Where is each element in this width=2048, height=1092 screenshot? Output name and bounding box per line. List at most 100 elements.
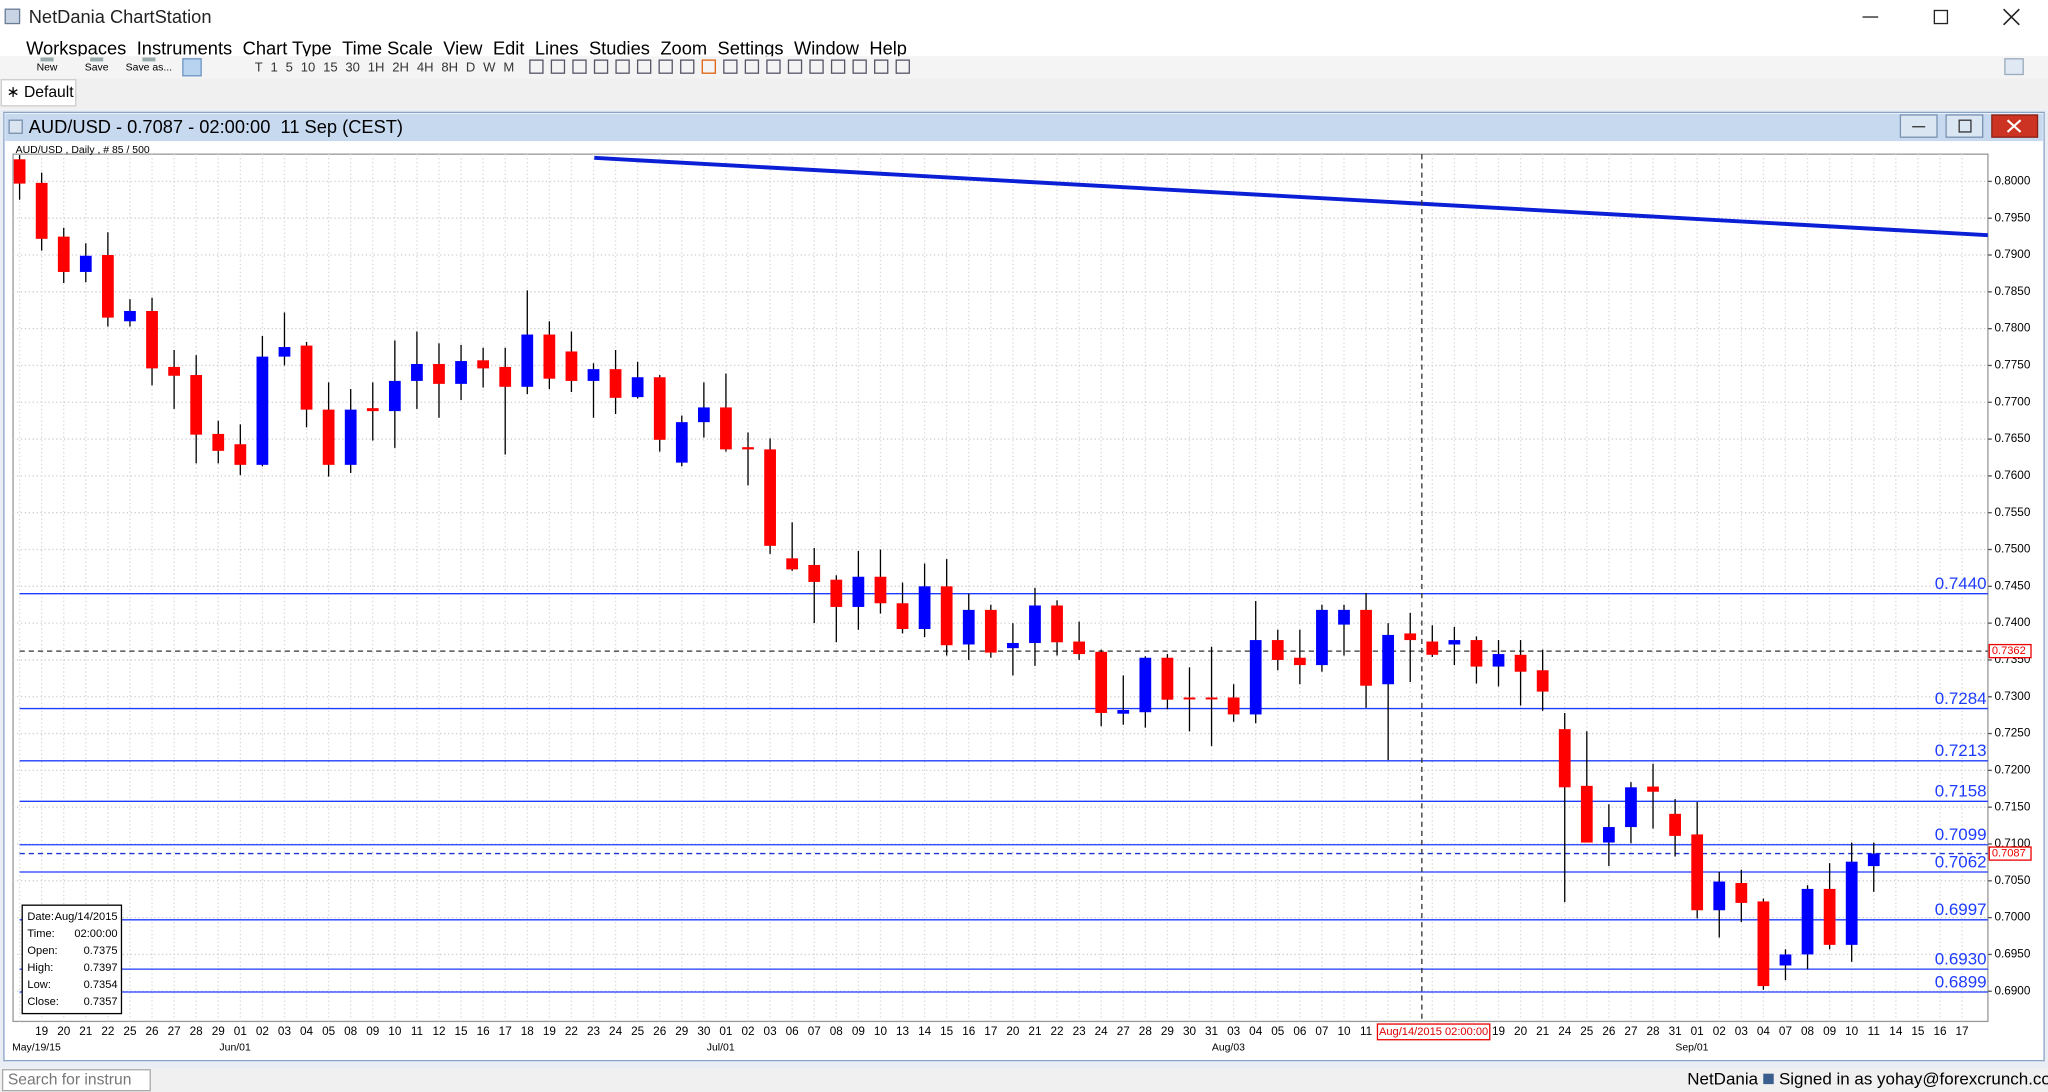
x-tick-label: 01: [234, 1025, 247, 1038]
x-tick-label: 03: [278, 1025, 292, 1038]
x-tick-label: 06: [1293, 1025, 1307, 1038]
status-user: Signed in as yohay@forexcrunch.com: [1779, 1070, 2048, 1089]
candle-body: [1095, 651, 1108, 713]
tool-icon[interactable]: [658, 59, 673, 74]
x-month-label: Aug/03: [1212, 1042, 1245, 1053]
tool-icon[interactable]: [874, 59, 889, 74]
tool-icon[interactable]: [572, 59, 587, 74]
timeframe-button[interactable]: M: [503, 59, 514, 74]
toolbar-button[interactable]: Save as...: [126, 63, 172, 74]
candle-body: [35, 182, 48, 239]
timeframe-button[interactable]: 1H: [368, 59, 385, 74]
x-tick-label: 11: [1868, 1025, 1880, 1038]
search-placeholder[interactable]: Search for instrun: [8, 1071, 132, 1088]
tool-icon[interactable]: [744, 59, 760, 74]
app-icon: [4, 8, 21, 25]
timeframe-button[interactable]: 10: [301, 59, 316, 74]
candle-body: [1161, 657, 1174, 700]
tool-icon[interactable]: [680, 59, 695, 74]
x-month-label: Sep/01: [1675, 1042, 1708, 1053]
y-tick-label: 0.7200: [1994, 763, 2030, 776]
x-tick-label: 25: [1580, 1025, 1594, 1038]
candle-body: [300, 345, 313, 410]
menu-item[interactable]: Lines: [535, 38, 579, 59]
timeframe-button[interactable]: 8H: [441, 59, 458, 74]
tool-icon[interactable]: [636, 59, 652, 74]
menu-item[interactable]: Chart Type: [243, 38, 332, 59]
menu-item[interactable]: Help: [869, 38, 907, 59]
x-tick-label: 05: [322, 1025, 336, 1038]
x-tick-label: 24: [1558, 1025, 1572, 1038]
level-label: 0.6997: [1935, 900, 1987, 919]
x-month-label: Jul/01: [707, 1042, 735, 1053]
crosshair-price-label: 0.7362: [1992, 645, 2026, 657]
tool-icon[interactable]: [895, 59, 910, 74]
menu-item[interactable]: Window: [794, 38, 860, 59]
candle-body: [1007, 643, 1019, 649]
close-button[interactable]: [2003, 8, 2020, 26]
menu-item[interactable]: Workspaces: [26, 38, 126, 59]
menu-item[interactable]: Instruments: [137, 38, 232, 59]
tool-icon[interactable]: [766, 59, 781, 74]
tool-icon[interactable]: [852, 59, 867, 74]
candle-body: [764, 449, 776, 546]
candle-body: [124, 310, 136, 322]
timeframe-button[interactable]: 2H: [392, 59, 409, 74]
timeframe-button[interactable]: T: [255, 59, 263, 74]
tool-icon[interactable]: [615, 59, 630, 74]
menu-item[interactable]: Time Scale: [342, 38, 433, 59]
y-tick-label: 0.7850: [1994, 285, 2030, 298]
candle-body: [388, 380, 401, 412]
tooltip-label: Time:: [27, 928, 54, 940]
x-tick-label: 26: [145, 1025, 159, 1038]
candle-body: [79, 255, 92, 272]
search-box[interactable]: [1, 1069, 151, 1092]
x-tick-label: 03: [1735, 1025, 1749, 1038]
menu-item[interactable]: Settings: [718, 38, 784, 59]
menu-item[interactable]: Studies: [589, 38, 650, 59]
timeframe-button[interactable]: W: [483, 59, 496, 74]
x-tick-label: 29: [675, 1025, 688, 1038]
candle-body: [1051, 605, 1063, 643]
x-tick-label: 16: [477, 1025, 491, 1038]
x-tick-label: 30: [1183, 1025, 1197, 1038]
timeframe-button[interactable]: 30: [345, 59, 360, 74]
candle-body: [1316, 609, 1328, 666]
tooltip-value: Aug/14/2015: [55, 911, 118, 923]
last-price-tag: [1988, 846, 2032, 861]
tool-icon[interactable]: [701, 59, 716, 74]
candle-body: [1470, 640, 1483, 667]
x-tick-label: 28: [1139, 1025, 1153, 1038]
menu-item[interactable]: Edit: [493, 38, 524, 59]
timeframe-button[interactable]: 5: [286, 59, 293, 74]
tool-icon[interactable]: [723, 59, 738, 74]
y-tick-label: 0.7050: [1994, 874, 2030, 887]
chart-style-button[interactable]: [182, 58, 202, 77]
toolbar-pin[interactable]: [2004, 58, 2024, 76]
toolbar-icon: [40, 57, 54, 62]
toolbar-button[interactable]: Save: [85, 63, 109, 74]
level-label: 0.7099: [1935, 825, 1987, 844]
menu-item[interactable]: View: [443, 38, 483, 59]
chart-restore[interactable]: [1945, 114, 1984, 138]
candles: [13, 154, 1880, 990]
toolbar-button[interactable]: New: [37, 63, 58, 74]
tab[interactable]: [0, 79, 77, 107]
tool-icon[interactable]: [830, 59, 846, 74]
timeframe-button[interactable]: 4H: [417, 59, 434, 74]
tool-icon[interactable]: [529, 59, 544, 74]
tab-label[interactable]: ∗ Default: [7, 84, 75, 101]
timeframe-button[interactable]: D: [466, 59, 475, 74]
timeframe-button[interactable]: 15: [323, 59, 338, 74]
menu-item[interactable]: Zoom: [660, 38, 707, 59]
tool-icon[interactable]: [809, 59, 824, 74]
title-bar: [0, 0, 2048, 36]
tool-icon[interactable]: [593, 59, 609, 74]
y-tick-label: 0.7950: [1994, 211, 2030, 224]
tool-icon[interactable]: [550, 59, 566, 74]
x-tick-label: 14: [1889, 1025, 1903, 1038]
tool-icon[interactable]: [787, 59, 803, 74]
timeframe-button[interactable]: 1: [271, 59, 278, 74]
maximize-button[interactable]: [1933, 9, 1949, 25]
